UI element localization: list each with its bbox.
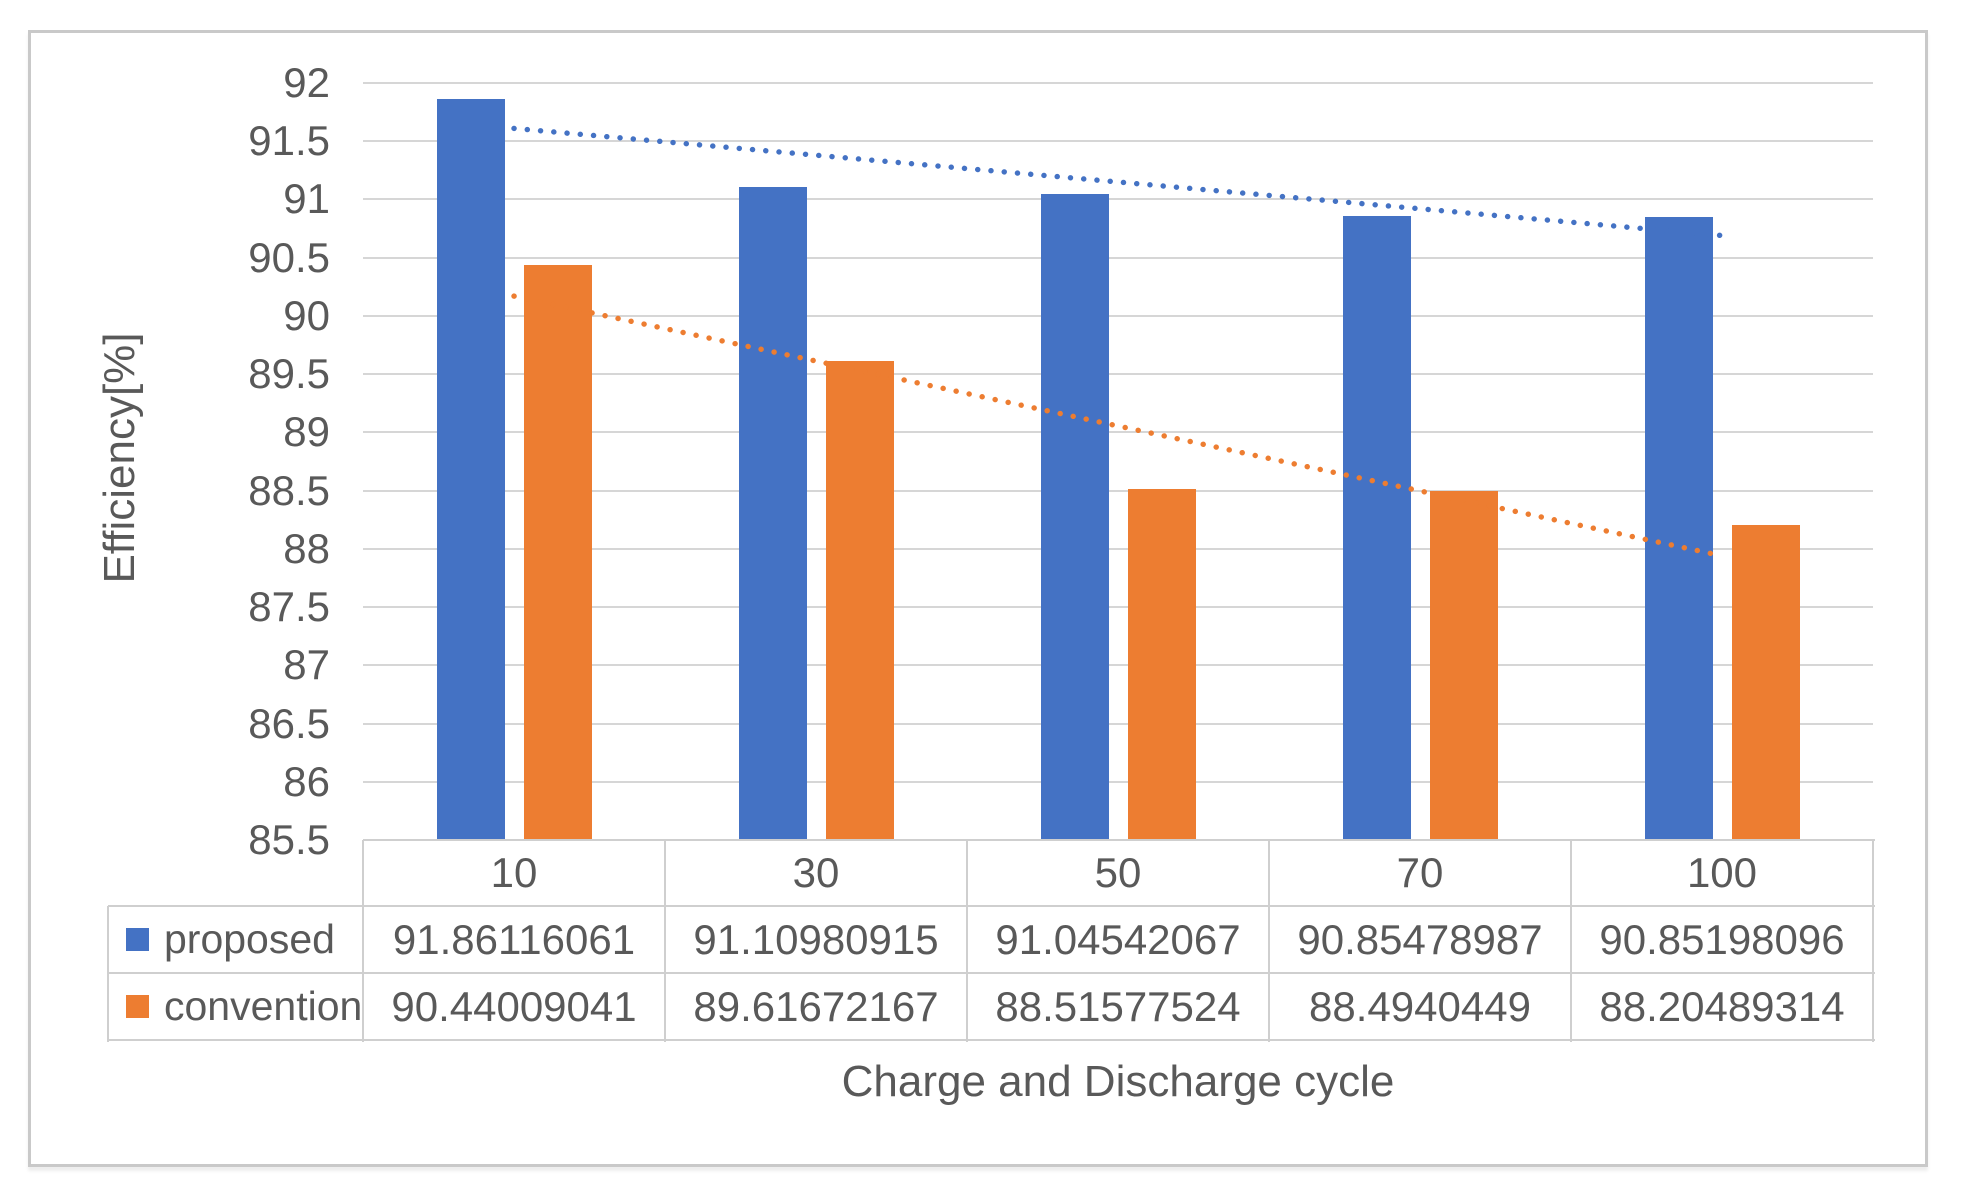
legend-series-name: proposed [164,916,335,962]
gridline [363,664,1873,667]
table-border-line [108,905,1875,907]
table-border-line [363,839,1875,841]
gridline [363,780,1873,783]
bar-proposed [1644,216,1713,840]
value-cell: 91.10980915 [693,915,939,963]
legend-swatch-icon [126,928,149,951]
value-cell: 88.20489314 [1599,982,1845,1030]
y-tick-label: 92 [283,59,330,106]
bar-convention [825,360,894,840]
y-tick-label: 91 [283,175,330,223]
bar-proposed [436,99,505,840]
bar-proposed [1040,194,1109,840]
value-cell: 88.51577524 [995,982,1241,1030]
table-border-line [1268,840,1270,1042]
table-border-line [1872,840,1874,1042]
y-tick-label: 87.5 [248,583,330,631]
table-border-line [362,840,364,1042]
gridline [363,82,1873,84]
y-tick-label: 88.5 [248,466,330,514]
legend-swatch-icon [126,995,149,1018]
legend-item-proposed: proposed [126,906,335,973]
value-cell: 88.4940449 [1309,982,1531,1030]
value-cell: 90.44009041 [391,982,637,1030]
x-axis-title: Charge and Discharge cycle [841,1057,1395,1106]
value-cell: 91.04542067 [995,915,1241,963]
bar-proposed [738,186,807,840]
gridline [363,198,1873,201]
value-cell: 90.85198096 [1599,915,1845,963]
gridline [363,722,1873,725]
y-tick-label: 91.5 [248,117,330,165]
table-border-line [108,1039,1875,1041]
legend-series-name: convention [164,983,363,1029]
bar-proposed [1342,216,1411,840]
table-border-line [966,840,968,1042]
y-tick-label: 86.5 [248,699,330,747]
legend-item-convention: convention [126,973,362,1040]
category-cell: 100 [1686,849,1758,896]
category-cell: 50 [1094,849,1142,896]
y-tick-label: 85.5 [248,816,330,863]
y-tick-label: 89.5 [248,350,330,398]
gridline [363,606,1873,609]
gridline [363,256,1873,259]
y-tick-label: 90.5 [248,233,330,281]
y-tick-label: 88 [283,524,330,572]
category-cell: 70 [1396,849,1444,896]
table-border-line [108,972,1875,974]
table-border-line [107,906,109,1042]
bar-convention [1731,524,1800,840]
category-cell: 10 [490,849,538,896]
category-cell: 30 [792,849,840,896]
y-tick-label: 90 [283,291,330,339]
value-cell: 89.61672167 [693,982,939,1030]
bar-convention [523,264,592,840]
y-tick-label: 89 [283,408,330,456]
bar-convention [1127,488,1196,840]
table-border-line [664,840,666,1042]
value-cell: 90.85478987 [1297,915,1543,963]
gridline [363,140,1873,143]
y-tick-label: 86 [283,757,330,805]
bar-convention [1429,491,1498,840]
table-border-line [1570,840,1572,1042]
y-tick-label: 87 [283,641,330,689]
value-cell: 91.86116061 [392,915,636,963]
